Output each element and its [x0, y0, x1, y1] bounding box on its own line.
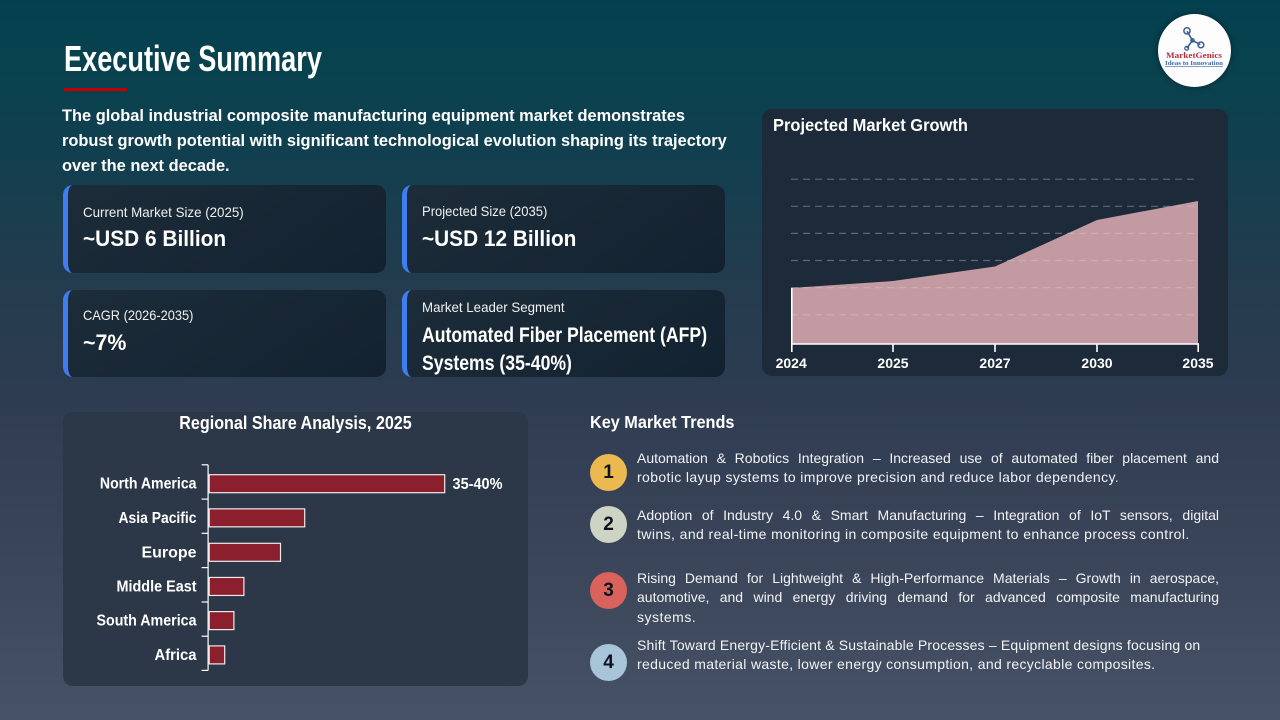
svg-text:Asia Pacific: Asia Pacific	[119, 510, 197, 527]
svg-text:2035: 2035	[1182, 355, 1213, 371]
svg-text:South America: South America	[97, 613, 197, 630]
svg-text:2025: 2025	[877, 355, 908, 371]
svg-text:North America: North America	[100, 476, 197, 493]
svg-text:Europe: Europe	[142, 544, 197, 561]
svg-text:Middle East: Middle East	[117, 579, 198, 596]
svg-text:Africa: Africa	[155, 647, 197, 664]
svg-text:Ideas to Innovation: Ideas to Innovation	[1165, 60, 1223, 67]
svg-text:2024: 2024	[776, 355, 807, 371]
svg-text:35-40%: 35-40%	[453, 476, 503, 493]
svg-text:2030: 2030	[1081, 355, 1112, 371]
svg-text:MarketGenics: MarketGenics	[1166, 50, 1223, 60]
svg-text:2027: 2027	[979, 355, 1010, 371]
